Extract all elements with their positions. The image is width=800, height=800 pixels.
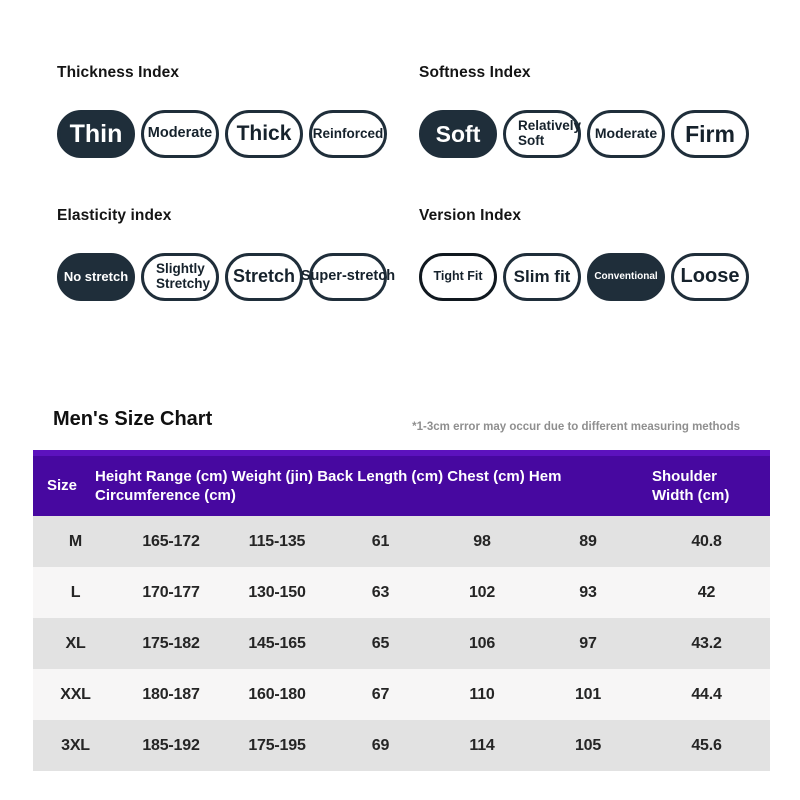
cell-hem: 97 bbox=[579, 634, 597, 652]
pill-soft[interactable]: Soft bbox=[419, 110, 497, 158]
cell-weight: 130-150 bbox=[248, 583, 306, 601]
pill-conventional[interactable]: Conventional bbox=[587, 253, 665, 301]
cell-weight: 175-195 bbox=[248, 736, 306, 754]
cell-hem: 89 bbox=[579, 532, 597, 550]
cell-height-range: 165-172 bbox=[142, 532, 200, 550]
pill-firm[interactable]: Firm bbox=[671, 110, 749, 158]
cell-chest: 110 bbox=[469, 685, 495, 703]
cell-height-range: 185-192 bbox=[142, 736, 200, 754]
table-header-row: Size Height Range (cm) Weight (jin) Back… bbox=[33, 450, 770, 516]
thickness-index-title: Thickness Index bbox=[57, 64, 180, 81]
shoulder-width-column-header: Shoulder Width (cm) bbox=[652, 467, 730, 505]
version-index-section: Version Index Tight Fit Slim fit Convent… bbox=[419, 207, 755, 301]
cell-size: M bbox=[68, 532, 83, 550]
pill-thin[interactable]: Thin bbox=[57, 110, 135, 158]
measurements-column-header: Height Range (cm) Weight (jin) Back Leng… bbox=[95, 467, 562, 505]
cell-back-length: 61 bbox=[371, 532, 390, 550]
version-pill-group: Tight Fit Slim fit Conventional Loose bbox=[419, 253, 755, 301]
softness-index-section: Softness Index Soft Relatively Soft Mode… bbox=[419, 64, 755, 158]
cell-height-range: 175-182 bbox=[142, 634, 200, 652]
thickness-pill-group: Thin Moderate Thick Reinforced bbox=[57, 110, 393, 158]
cell-back-length: 65 bbox=[371, 634, 390, 652]
cell-weight: 145-165 bbox=[248, 634, 306, 652]
pill-stretch[interactable]: Stretch bbox=[225, 253, 303, 301]
cell-hem: 101 bbox=[574, 685, 602, 703]
cell-size: 3XL bbox=[61, 736, 90, 754]
pill-reinforced[interactable]: Reinforced bbox=[309, 110, 387, 158]
elasticity-index-section: Elasticity index No stretch Slightly Str… bbox=[57, 207, 395, 301]
size-chart-title: Men's Size Chart bbox=[53, 408, 213, 430]
thickness-index-section: Thickness Index Thin Moderate Thick Rein… bbox=[57, 64, 393, 158]
size-row-xl: XL 175-182 145-165 65 106 97 43.2 bbox=[33, 618, 770, 669]
cell-shoulder-width: 40.8 bbox=[691, 532, 722, 550]
cell-height-range: 170-177 bbox=[142, 583, 200, 601]
cell-back-length: 69 bbox=[371, 736, 390, 754]
pill-relatively-soft[interactable]: Relatively Soft bbox=[503, 110, 581, 158]
pill-loose[interactable]: Loose bbox=[671, 253, 749, 301]
pill-super-stretch[interactable]: Super-stretch bbox=[301, 253, 395, 301]
size-row-xxl: XXL 180-187 160-180 67 110 101 44.4 bbox=[33, 669, 770, 720]
cell-hem: 93 bbox=[579, 583, 597, 601]
cell-back-length: 63 bbox=[371, 583, 390, 601]
cell-chest: 114 bbox=[469, 736, 495, 754]
elasticity-index-title: Elasticity index bbox=[57, 207, 172, 224]
cell-size: XL bbox=[65, 634, 86, 652]
cell-height-range: 180-187 bbox=[142, 685, 200, 703]
pill-moderate-thickness[interactable]: Moderate bbox=[141, 110, 219, 158]
cell-shoulder-width: 42 bbox=[697, 583, 716, 601]
cell-chest: 102 bbox=[468, 583, 496, 601]
size-row-3xl: 3XL 185-192 175-195 69 114 105 45.6 bbox=[33, 720, 770, 771]
cell-weight: 115-135 bbox=[248, 532, 306, 550]
softness-index-title: Softness Index bbox=[419, 64, 531, 81]
cell-weight: 160-180 bbox=[248, 685, 306, 703]
size-row-l: L 170-177 130-150 63 102 93 42 bbox=[33, 567, 770, 618]
cell-shoulder-width: 45.6 bbox=[691, 736, 722, 754]
cell-back-length: 67 bbox=[371, 685, 390, 703]
cell-shoulder-width: 44.4 bbox=[691, 685, 722, 703]
pill-tight-fit[interactable]: Tight Fit bbox=[419, 253, 497, 301]
pill-slightly-stretchy[interactable]: Slightly Stretchy bbox=[141, 253, 219, 301]
version-index-title: Version Index bbox=[419, 207, 522, 224]
size-chart-note: *1-3cm error may occur due to different … bbox=[412, 421, 740, 433]
size-row-m: M 165-172 115-135 61 98 89 40.8 bbox=[33, 516, 770, 567]
pill-slim-fit[interactable]: Slim fit bbox=[503, 253, 581, 301]
cell-chest: 98 bbox=[473, 532, 491, 550]
softness-pill-group: Soft Relatively Soft Moderate Firm bbox=[419, 110, 755, 158]
cell-size: L bbox=[70, 583, 81, 601]
mens-size-chart-table: Size Height Range (cm) Weight (jin) Back… bbox=[33, 450, 770, 771]
pill-moderate-softness[interactable]: Moderate bbox=[587, 110, 665, 158]
size-column-header: Size bbox=[47, 477, 78, 495]
pill-no-stretch[interactable]: No stretch bbox=[57, 253, 135, 301]
cell-size: XXL bbox=[60, 685, 91, 703]
cell-chest: 106 bbox=[468, 634, 496, 652]
pill-thick[interactable]: Thick bbox=[225, 110, 303, 158]
cell-hem: 105 bbox=[574, 736, 602, 754]
cell-shoulder-width: 43.2 bbox=[691, 634, 722, 652]
elasticity-pill-group: No stretch Slightly Stretchy Stretch Sup… bbox=[57, 253, 395, 301]
